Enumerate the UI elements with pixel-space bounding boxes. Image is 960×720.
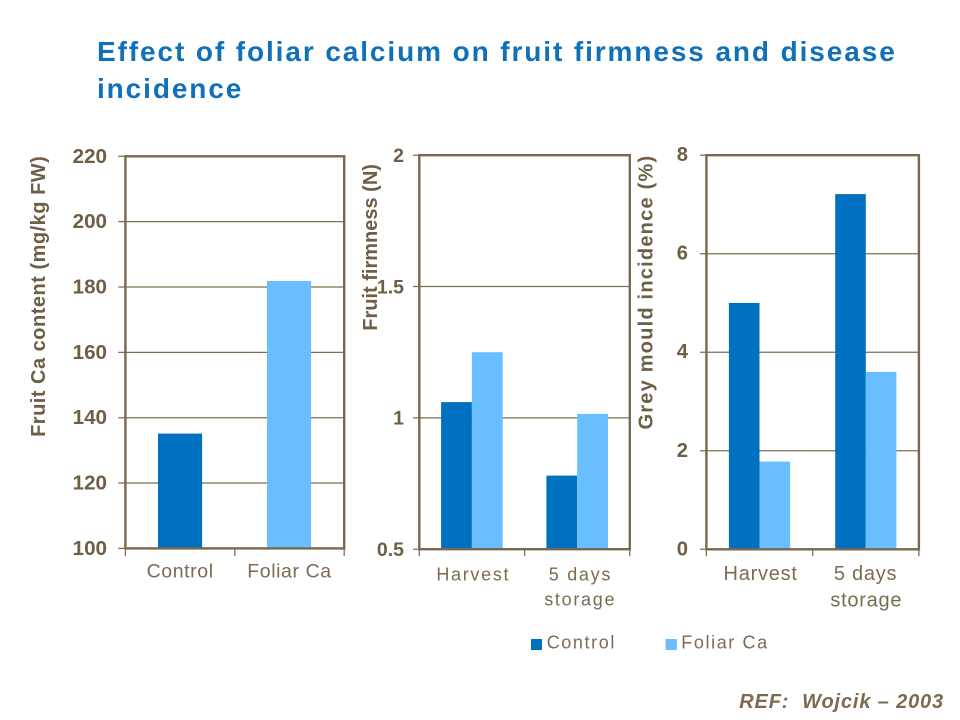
svg-text:180: 180 <box>73 276 107 299</box>
svg-text:140: 140 <box>73 406 107 429</box>
svg-text:1.5: 1.5 <box>377 276 404 298</box>
svg-text:Fruit Ca content (mg/kg FW): Fruit Ca content (mg/kg FW) <box>28 156 50 437</box>
svg-text:100: 100 <box>73 537 107 560</box>
svg-text:0.5: 0.5 <box>377 539 404 561</box>
svg-text:storage: storage <box>544 589 616 609</box>
svg-text:5 days: 5 days <box>549 565 612 585</box>
svg-text:Fruit firmness (N): Fruit firmness (N) <box>360 164 382 331</box>
svg-text:Harvest: Harvest <box>724 563 798 585</box>
svg-text:Grey mould incidence (%): Grey mould incidence (%) <box>635 155 657 430</box>
svg-text:Control: Control <box>147 561 214 583</box>
svg-text:220: 220 <box>73 145 107 168</box>
svg-text:1: 1 <box>393 408 404 430</box>
svg-text:Harvest: Harvest <box>436 565 510 585</box>
svg-text:0: 0 <box>677 538 688 560</box>
svg-text:8: 8 <box>677 144 688 166</box>
svg-text:120: 120 <box>73 472 107 495</box>
svg-text:5 days: 5 days <box>834 563 897 585</box>
svg-text:6: 6 <box>677 243 688 265</box>
svg-text:Foliar Ca: Foliar Ca <box>681 632 768 652</box>
svg-text:4: 4 <box>677 341 689 363</box>
svg-text:Control: Control <box>547 632 616 652</box>
svg-text:Foliar Ca: Foliar Ca <box>247 561 332 583</box>
svg-text:200: 200 <box>73 210 107 233</box>
svg-text:2: 2 <box>677 440 688 462</box>
svg-text:storage: storage <box>830 589 902 611</box>
svg-text:2: 2 <box>393 145 404 167</box>
svg-text:160: 160 <box>73 341 107 364</box>
